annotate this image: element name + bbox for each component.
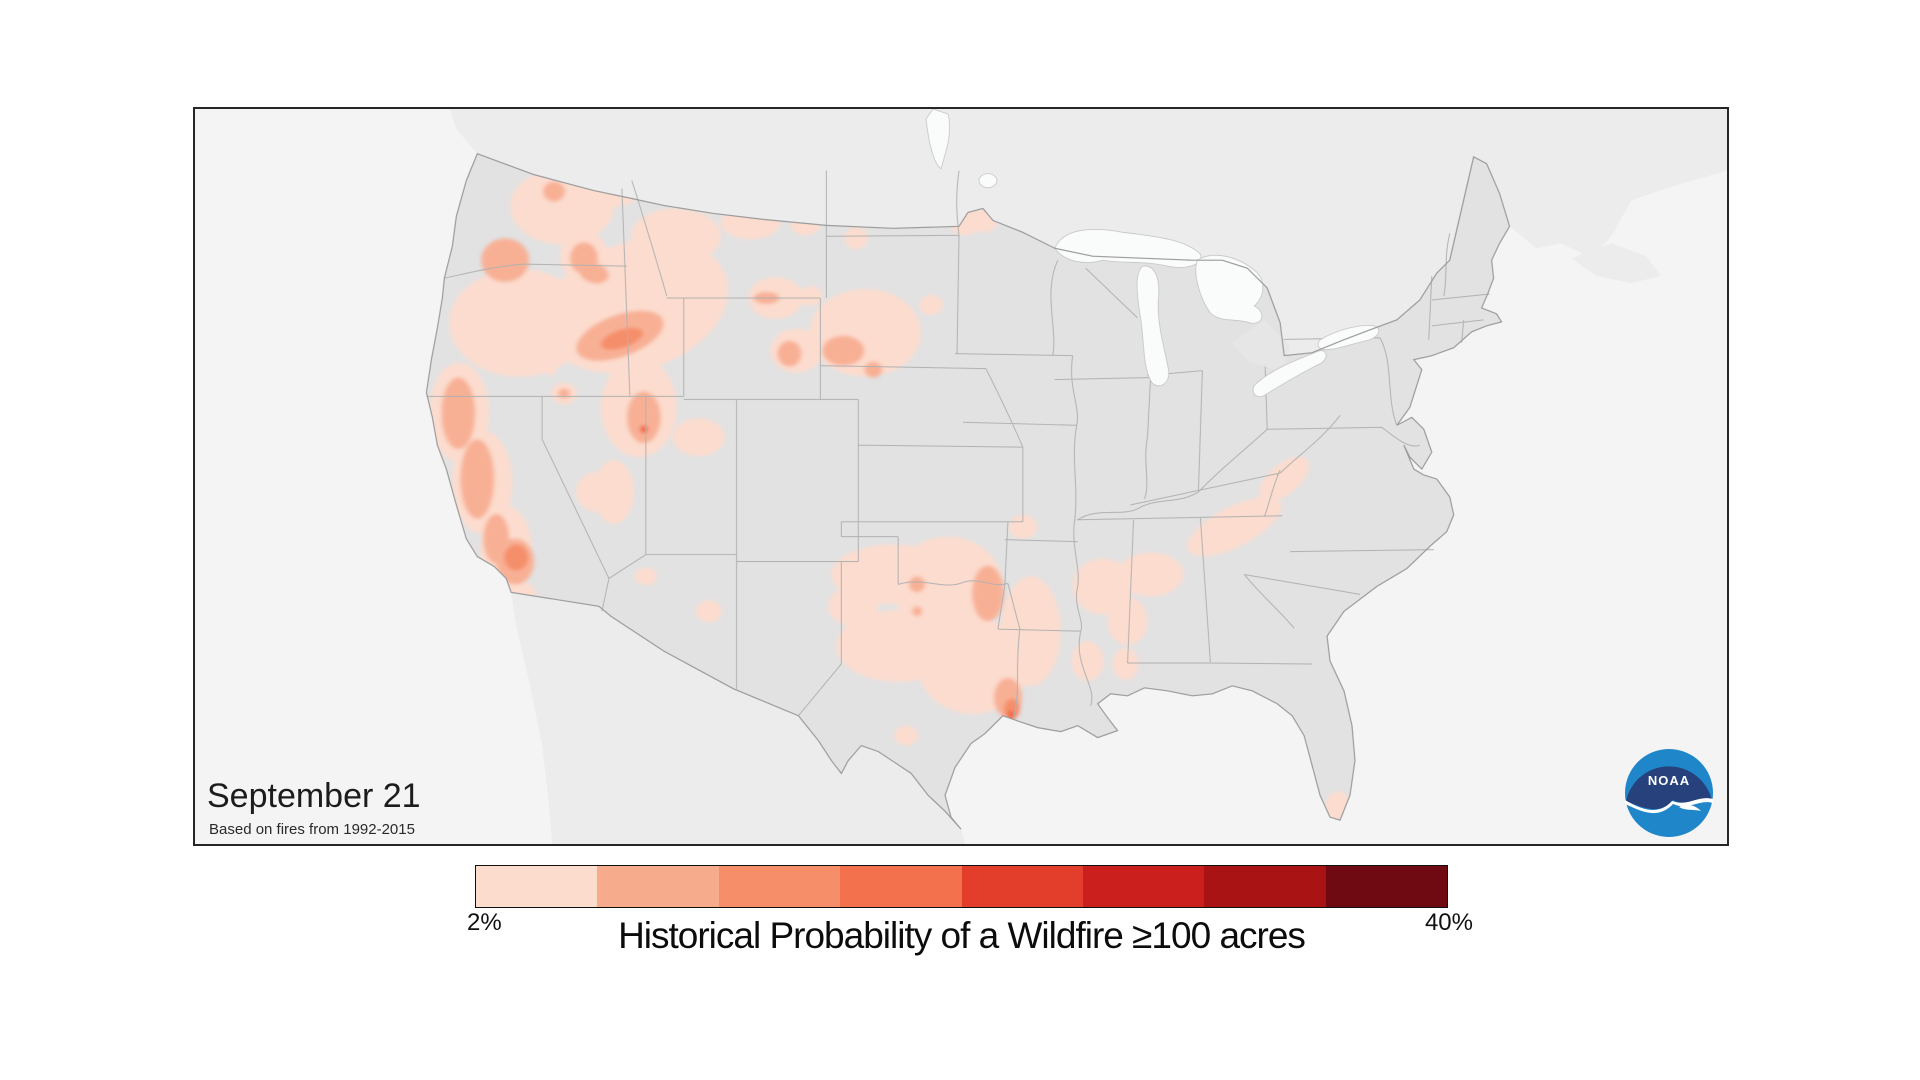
lake-of-the-woods	[978, 173, 998, 188]
legend-max-label: 40%	[1424, 909, 1473, 936]
hotspot-southern-nevada	[576, 472, 618, 512]
hotspot-central-oklahoma-dot	[909, 576, 926, 593]
hotspot-north-mississippi	[1072, 558, 1133, 615]
hotspot-black-hills-south-dot	[864, 361, 883, 378]
hotspot-wasatch-core	[626, 391, 661, 444]
hotspot-texas-louisiana-border	[1000, 576, 1061, 686]
legend-segment	[1325, 866, 1447, 907]
legend-title: Historical Probability of a Wildfire ≥10…	[618, 915, 1306, 956]
hotspot-south-mississippi	[1071, 641, 1104, 681]
legend-segment	[476, 866, 598, 907]
hotspot-central-sierra-core	[460, 439, 495, 519]
mexico-landmass	[511, 592, 965, 844]
nova-scotia	[1571, 243, 1662, 284]
noaa-seagull-wing	[1679, 804, 1701, 811]
hotspot-southern-california-core	[504, 544, 529, 571]
hotspot-southwest-wyoming	[672, 418, 725, 457]
legend-segment	[597, 866, 719, 907]
hotspot-idaho-panhandle-core	[570, 242, 598, 275]
hotspot-central-south-dakota-dot	[919, 294, 944, 315]
hotspot-western-south-dakota	[809, 289, 922, 377]
hotspot-north-central-montana	[630, 208, 721, 265]
legend-segment	[1082, 866, 1205, 907]
lake-erie	[1252, 350, 1327, 397]
hotspot-west-north-dakota	[844, 227, 869, 250]
hotspot-kentucky-tennessee-band	[1187, 497, 1282, 557]
hotspot-northeast-wyoming-core	[777, 340, 802, 367]
legend-segment	[840, 866, 962, 907]
noaa-logo: NOAA	[1625, 749, 1713, 837]
hotspot-north-central-oregon	[481, 238, 530, 283]
hotspot-southeast-montana-dot	[798, 286, 823, 306]
hotspot-south-alabama	[1112, 648, 1139, 680]
lake-winnipeg	[925, 109, 951, 170]
hotspot-north-alabama	[1117, 552, 1184, 597]
southern-ontario	[1232, 319, 1291, 372]
lake-michigan	[1136, 265, 1170, 387]
legend-segment	[1204, 866, 1326, 907]
hotspot-central-alabama	[1107, 597, 1148, 646]
hotspot-ouachita-mountains	[971, 565, 1004, 622]
legend-segment	[718, 866, 841, 907]
lake-huron	[1195, 254, 1264, 324]
us-wildfire-probability-map	[195, 109, 1727, 844]
legend-color-bar	[475, 865, 1448, 908]
hotspot-north-nevada-dot	[546, 365, 557, 376]
hotspot-central-arizona-dot	[634, 567, 657, 586]
hotspot-white-mountains	[695, 600, 722, 623]
hotspot-central-idaho-core	[600, 327, 643, 350]
state-borders	[426, 156, 1490, 720]
date-label: September 21	[207, 777, 421, 815]
noaa-seagull-icon	[1625, 798, 1713, 814]
hotspot-south-oklahoma-dot	[912, 606, 923, 617]
hotspot-southwest-missouri	[1008, 514, 1037, 539]
hotspot-black-hills	[822, 335, 865, 366]
hotspot-northern-sierra-core	[441, 377, 476, 450]
legend-min-label: 2%	[467, 909, 502, 936]
noaa-logo-text: NOAA	[1648, 773, 1690, 788]
noaa-logo-sky	[1626, 766, 1712, 810]
map-frame: September 21 Based on fires from 1992-20…	[193, 107, 1729, 846]
hotspot-south-texas-dot	[894, 725, 919, 746]
legend-segment	[961, 866, 1083, 907]
hotspot-north-central-washington	[543, 181, 566, 202]
source-note: Based on fires from 1992-2015	[209, 821, 415, 838]
hotspot-eastern-kentucky-band	[1259, 456, 1310, 502]
hotspot-wasatch-dot	[639, 425, 648, 434]
